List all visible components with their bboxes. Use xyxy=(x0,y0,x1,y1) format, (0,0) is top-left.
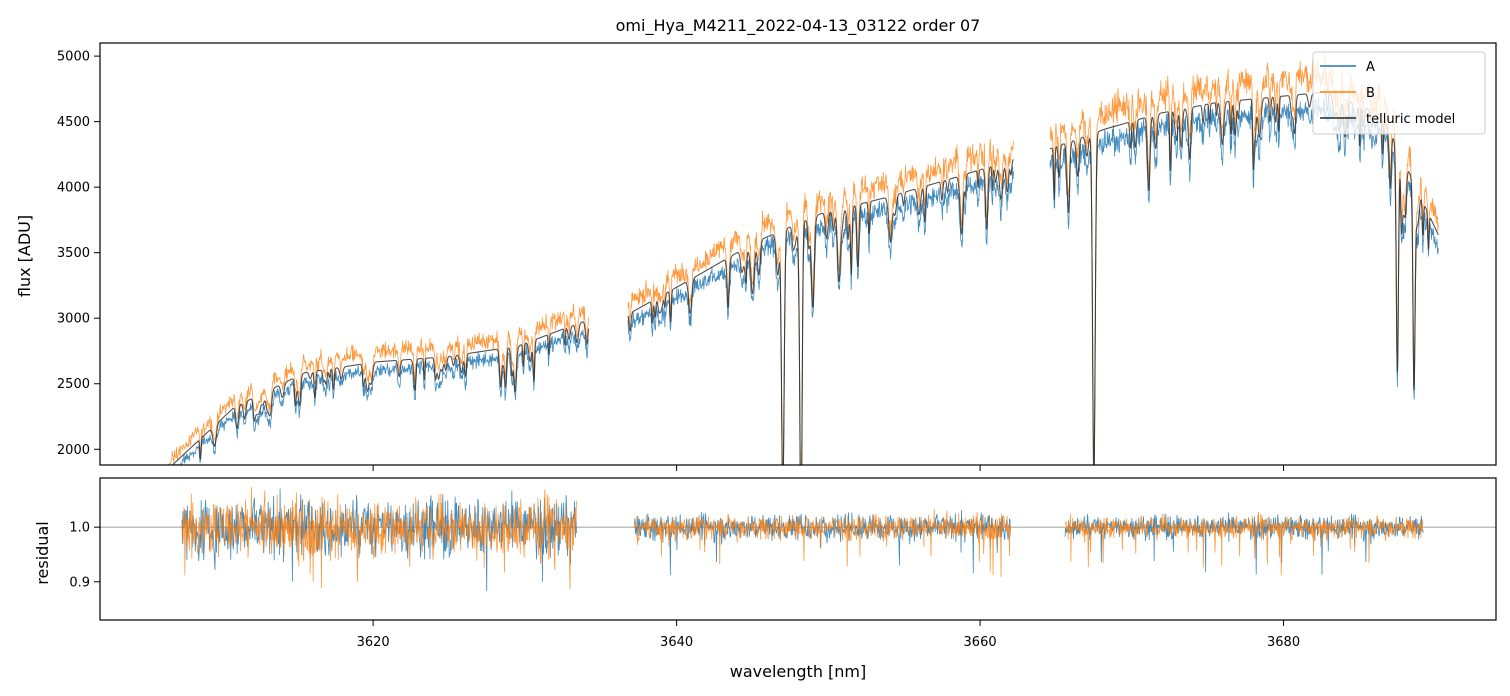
telluric-model-line xyxy=(1049,91,1439,465)
series-a-line xyxy=(627,166,1014,465)
wavelength-tick-label: 3660 xyxy=(964,635,997,650)
flux-tick-label: 5000 xyxy=(57,50,90,65)
flux-axis-label: flux [ADU] xyxy=(15,215,34,297)
residual-tick-label: 1.0 xyxy=(69,521,90,536)
legend-label-a: A xyxy=(1366,60,1375,75)
chart-title: omi_Hya_M4211_2022-04-13_03122 order 07 xyxy=(616,16,981,36)
residual-panel: 0.9 1.0 3620 3640 3660 3680 residual xyxy=(33,477,1497,650)
flux-tick-label: 4500 xyxy=(57,115,90,130)
residual-b-line xyxy=(1064,511,1424,576)
residual-panel-frame xyxy=(99,477,1497,621)
legend-label-telluric: telluric model xyxy=(1366,112,1455,127)
series-b-line xyxy=(168,303,589,465)
legend-box xyxy=(1312,51,1486,135)
legend: A B telluric model xyxy=(1312,51,1486,135)
flux-tick-label: 2500 xyxy=(57,377,90,392)
legend-label-b: B xyxy=(1366,86,1375,101)
wavelength-tick-label: 3680 xyxy=(1267,635,1300,650)
series-a-line xyxy=(1049,96,1439,465)
flux-tick-label: 3500 xyxy=(57,246,90,261)
residual-tick-label: 0.9 xyxy=(69,575,90,590)
flux-tick-label: 4000 xyxy=(57,181,90,196)
flux-panel-frame xyxy=(99,42,1497,466)
series-a-line xyxy=(174,329,589,465)
wavelength-tick-label: 3620 xyxy=(357,635,390,650)
residual-b-line xyxy=(633,509,1011,577)
telluric-model-line xyxy=(171,321,590,465)
residual-b-line xyxy=(181,487,577,590)
flux-tick-label: 2000 xyxy=(57,443,90,458)
flux-tick-label: 3000 xyxy=(57,312,90,327)
wavelength-axis-label: wavelength [nm] xyxy=(730,662,867,681)
wavelength-tick-label: 3640 xyxy=(660,635,693,650)
telluric-model-line xyxy=(627,159,1014,465)
series-b-line xyxy=(627,138,1014,465)
residual-axis-label: residual xyxy=(33,521,52,584)
